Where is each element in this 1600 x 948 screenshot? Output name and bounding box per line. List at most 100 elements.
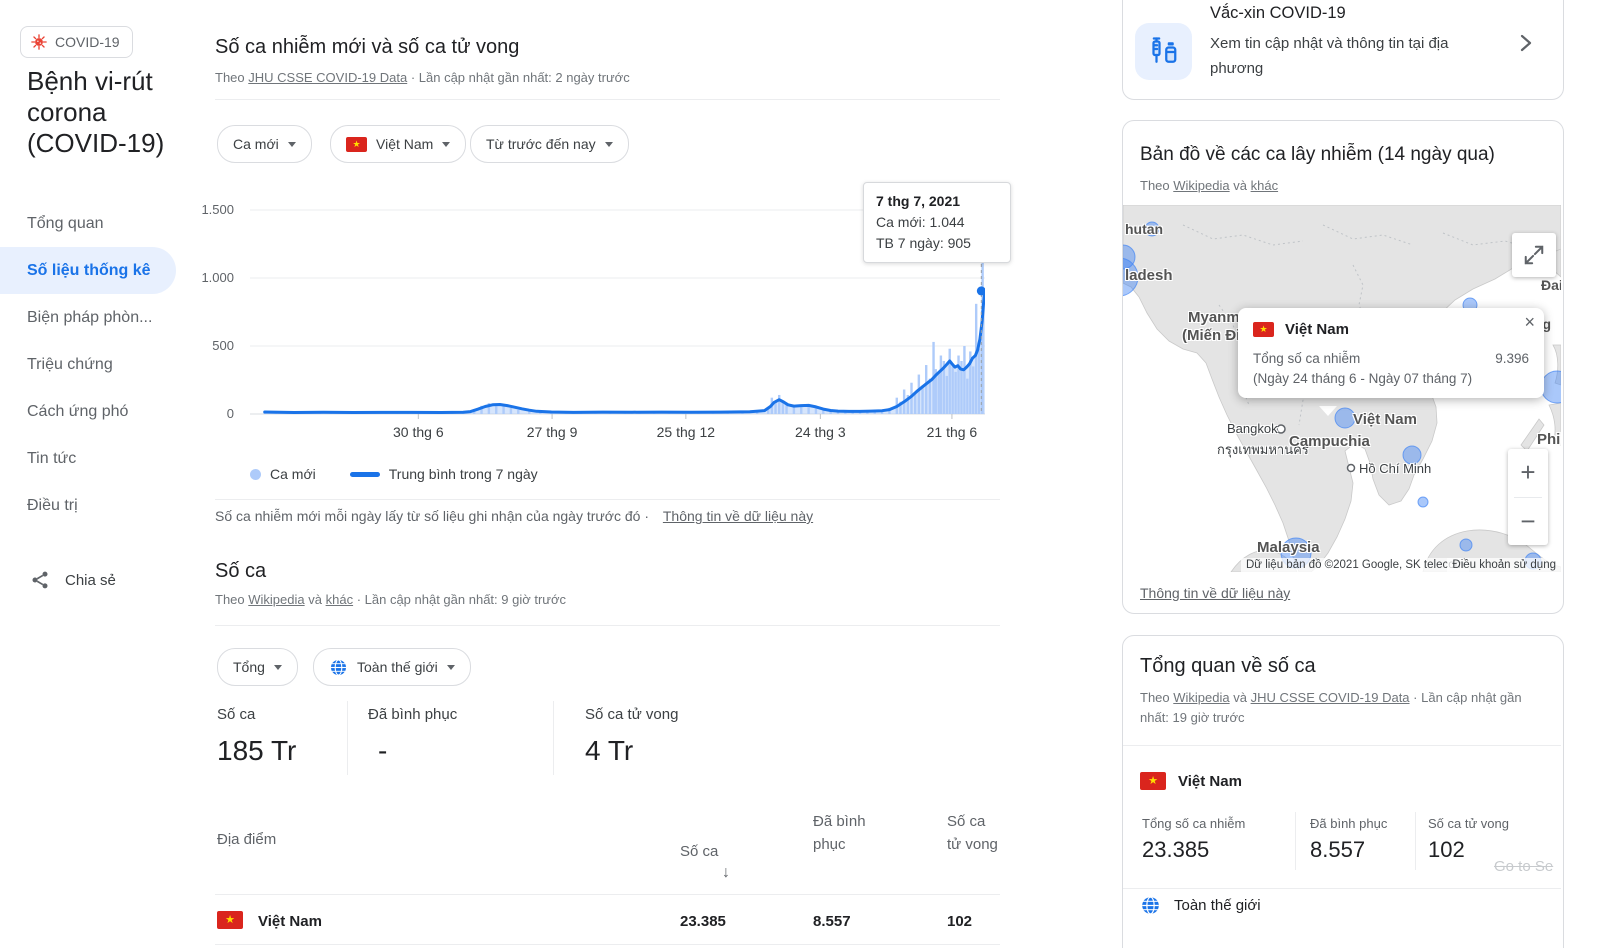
source-link-other[interactable]: khác	[325, 592, 354, 607]
vietnam-flag-icon	[1140, 772, 1166, 790]
sidebar-item-news[interactable]: Tin tức	[27, 449, 77, 467]
cases-source-line: Theo Wikipedia và khác · Lần cập nhật gầ…	[215, 592, 566, 607]
chip-label: Toàn thế giới	[357, 659, 438, 675]
legend-item-average: Trung bình trong 7 ngày	[349, 466, 538, 482]
chevron-down-icon	[273, 664, 282, 670]
sort-descending-icon[interactable]: ↓	[722, 864, 730, 881]
source-prefix: Theo	[1140, 690, 1170, 705]
source-prefix: Theo	[215, 70, 245, 85]
filter-chip-country[interactable]: Việt Nam	[330, 125, 467, 163]
row-cases: 23.385	[680, 913, 726, 930]
filter-chip-metric[interactable]: Ca mới	[217, 125, 312, 163]
infection-map[interactable]: hutan ladesh Myanma (Miến Điệ Đai Lo ng …	[1123, 205, 1561, 572]
source-link-jhu[interactable]: JHU CSSE COVID-19 Data	[1250, 690, 1410, 705]
stat-value-recovered: -	[378, 735, 388, 766]
filter-chip-total[interactable]: Tổng	[217, 648, 298, 686]
sidebar-item-statistics[interactable]: Số liệu thống kê	[0, 247, 176, 294]
row-recovered: 8.557	[813, 913, 851, 930]
data-info-link[interactable]: Thông tin về dữ liệu này	[662, 508, 814, 524]
world-row[interactable]: Toàn thế giới	[1140, 895, 1261, 916]
table-header-location[interactable]: Địa điểm	[217, 831, 277, 848]
source-prefix: Theo	[1140, 178, 1170, 193]
map-tooltip-country: Việt Nam	[1285, 321, 1349, 338]
covid-badge: COVID-19	[20, 26, 133, 58]
globe-icon	[330, 658, 347, 676]
overview-stat-value-total: 23.385	[1142, 837, 1210, 862]
x-tick-label: 30 thg 6	[393, 424, 444, 440]
map-terms-link[interactable]: Điều khoản sử dụng	[1447, 558, 1561, 572]
page-title: Bệnh vi-rút corona (COVID-19)	[27, 66, 165, 158]
source-link-other[interactable]: khác	[1250, 178, 1279, 193]
chart-tooltip: 7 thg 7, 2021 Ca mới: 1.044 TB 7 ngày: 9…	[863, 182, 1011, 263]
vietnam-flag-icon	[346, 136, 367, 152]
x-tick-label: 21 thg 6	[926, 424, 978, 440]
overview-stat-value-recovered: 8.557	[1310, 837, 1366, 862]
cases-chart[interactable]: 7 thg 7, 2021 Ca mới: 1.044 TB 7 ngày: 9…	[250, 182, 1011, 421]
hcm-marker	[1346, 463, 1356, 473]
overview-stat-label-deaths: Số ca tử vong	[1428, 816, 1509, 831]
zoom-out-button[interactable]: −	[1520, 505, 1536, 536]
chevron-right-icon[interactable]	[1520, 34, 1532, 52]
map-data-info-link[interactable]: Thông tin về dữ liệu này	[1140, 585, 1291, 601]
table-header-cases[interactable]: Số ca	[680, 843, 719, 860]
tooltip-new-cases: Ca mới: 1.044	[876, 214, 965, 230]
map-tooltip-pointer	[1319, 406, 1337, 416]
divider	[1415, 812, 1416, 870]
legend-label: Ca mới	[270, 466, 316, 482]
filter-chip-world[interactable]: Toàn thế giới	[313, 648, 471, 686]
overview-card-title: Tổng quan về số ca	[1140, 655, 1316, 677]
watermark-text: Go to Se	[1494, 858, 1554, 875]
chevron-down-icon	[287, 141, 296, 147]
virus-icon	[31, 34, 47, 50]
map-label-hcm: Hồ Chí Minh	[1359, 461, 1432, 476]
close-icon[interactable]: ×	[1524, 312, 1535, 332]
map-tooltip-value: 9.396	[1495, 351, 1529, 366]
fullscreen-button[interactable]	[1512, 233, 1556, 277]
overview-stat-label-recovered: Đã bình phục	[1310, 816, 1388, 831]
badge-label: COVID-19	[55, 34, 120, 50]
sidebar-item-response[interactable]: Cách ứng phó	[27, 402, 129, 420]
chart-section-title: Số ca nhiễm mới và số ca tử vong	[215, 36, 520, 58]
vietnam-flag-icon	[1253, 322, 1274, 337]
divider	[215, 625, 1000, 626]
sidebar-item-overview[interactable]: Tổng quan	[27, 214, 104, 232]
stat-label-cases: Số ca	[217, 706, 256, 723]
source-link-wikipedia[interactable]: Wikipedia	[1173, 178, 1230, 193]
sidebar-item-prevention[interactable]: Biện pháp phòn...	[27, 308, 153, 326]
table-header-recovered[interactable]: Đã bình phục	[813, 813, 866, 853]
chip-label: Ca mới	[233, 136, 279, 152]
table-header-deaths[interactable]: Số ca tử vong	[947, 813, 998, 853]
row-location: Việt Nam	[258, 913, 322, 930]
vaccine-card[interactable]	[1122, 0, 1564, 100]
globe-icon	[1142, 896, 1159, 915]
source-suffix: · Lần cập nhật gần nhất: 9 giờ trước	[356, 592, 567, 607]
source-suffix: · Lần cập nhật gần nhất: 2 ngày trước	[410, 70, 630, 85]
sidebar-item-symptoms[interactable]: Triệu chứng	[27, 355, 113, 373]
table-row[interactable]: Việt Nam 23.385 8.557 102	[215, 905, 1000, 943]
source-link-wikipedia[interactable]: Wikipedia	[248, 592, 305, 607]
stat-label-deaths: Số ca tử vong	[585, 706, 679, 723]
y-tick-label: 500	[212, 338, 234, 353]
footnote-text: Số ca nhiễm mới mỗi ngày lấy từ số liệu …	[215, 508, 649, 524]
chart-footnote: Số ca nhiễm mới mỗi ngày lấy từ số liệu …	[215, 508, 813, 524]
zoom-in-button[interactable]: +	[1520, 457, 1536, 488]
sidebar-nav: Tổng quan Số liệu thống kê Biện pháp phò…	[0, 200, 176, 529]
divider	[1123, 745, 1561, 746]
share-button[interactable]: Chia sẻ	[30, 570, 116, 590]
overview-card	[1122, 635, 1564, 948]
map-label-myanmar2: (Miến Điệ	[1182, 327, 1249, 344]
y-tick-label: 1.500	[201, 202, 234, 217]
filter-chip-timerange[interactable]: Từ trước đến nay	[470, 125, 629, 163]
sidebar-item-treatment[interactable]: Điều trị	[27, 496, 78, 514]
map-label-bhutan: hutan	[1125, 221, 1164, 237]
chart-canvas	[250, 209, 985, 419]
chip-label: Từ trước đến nay	[486, 136, 596, 152]
x-tick-label: 27 thg 9	[526, 424, 578, 440]
divider	[1123, 888, 1561, 889]
map-tooltip: Việt Nam × Tổng số ca nhiễm 9.396 (Ngày …	[1238, 308, 1544, 398]
share-label: Chia sẻ	[65, 571, 116, 589]
chevron-down-icon	[446, 664, 455, 670]
source-link-jhu[interactable]: JHU CSSE COVID-19 Data	[248, 70, 408, 85]
source-link-wikipedia[interactable]: Wikipedia	[1173, 690, 1230, 705]
source-mid: và	[1233, 690, 1247, 705]
